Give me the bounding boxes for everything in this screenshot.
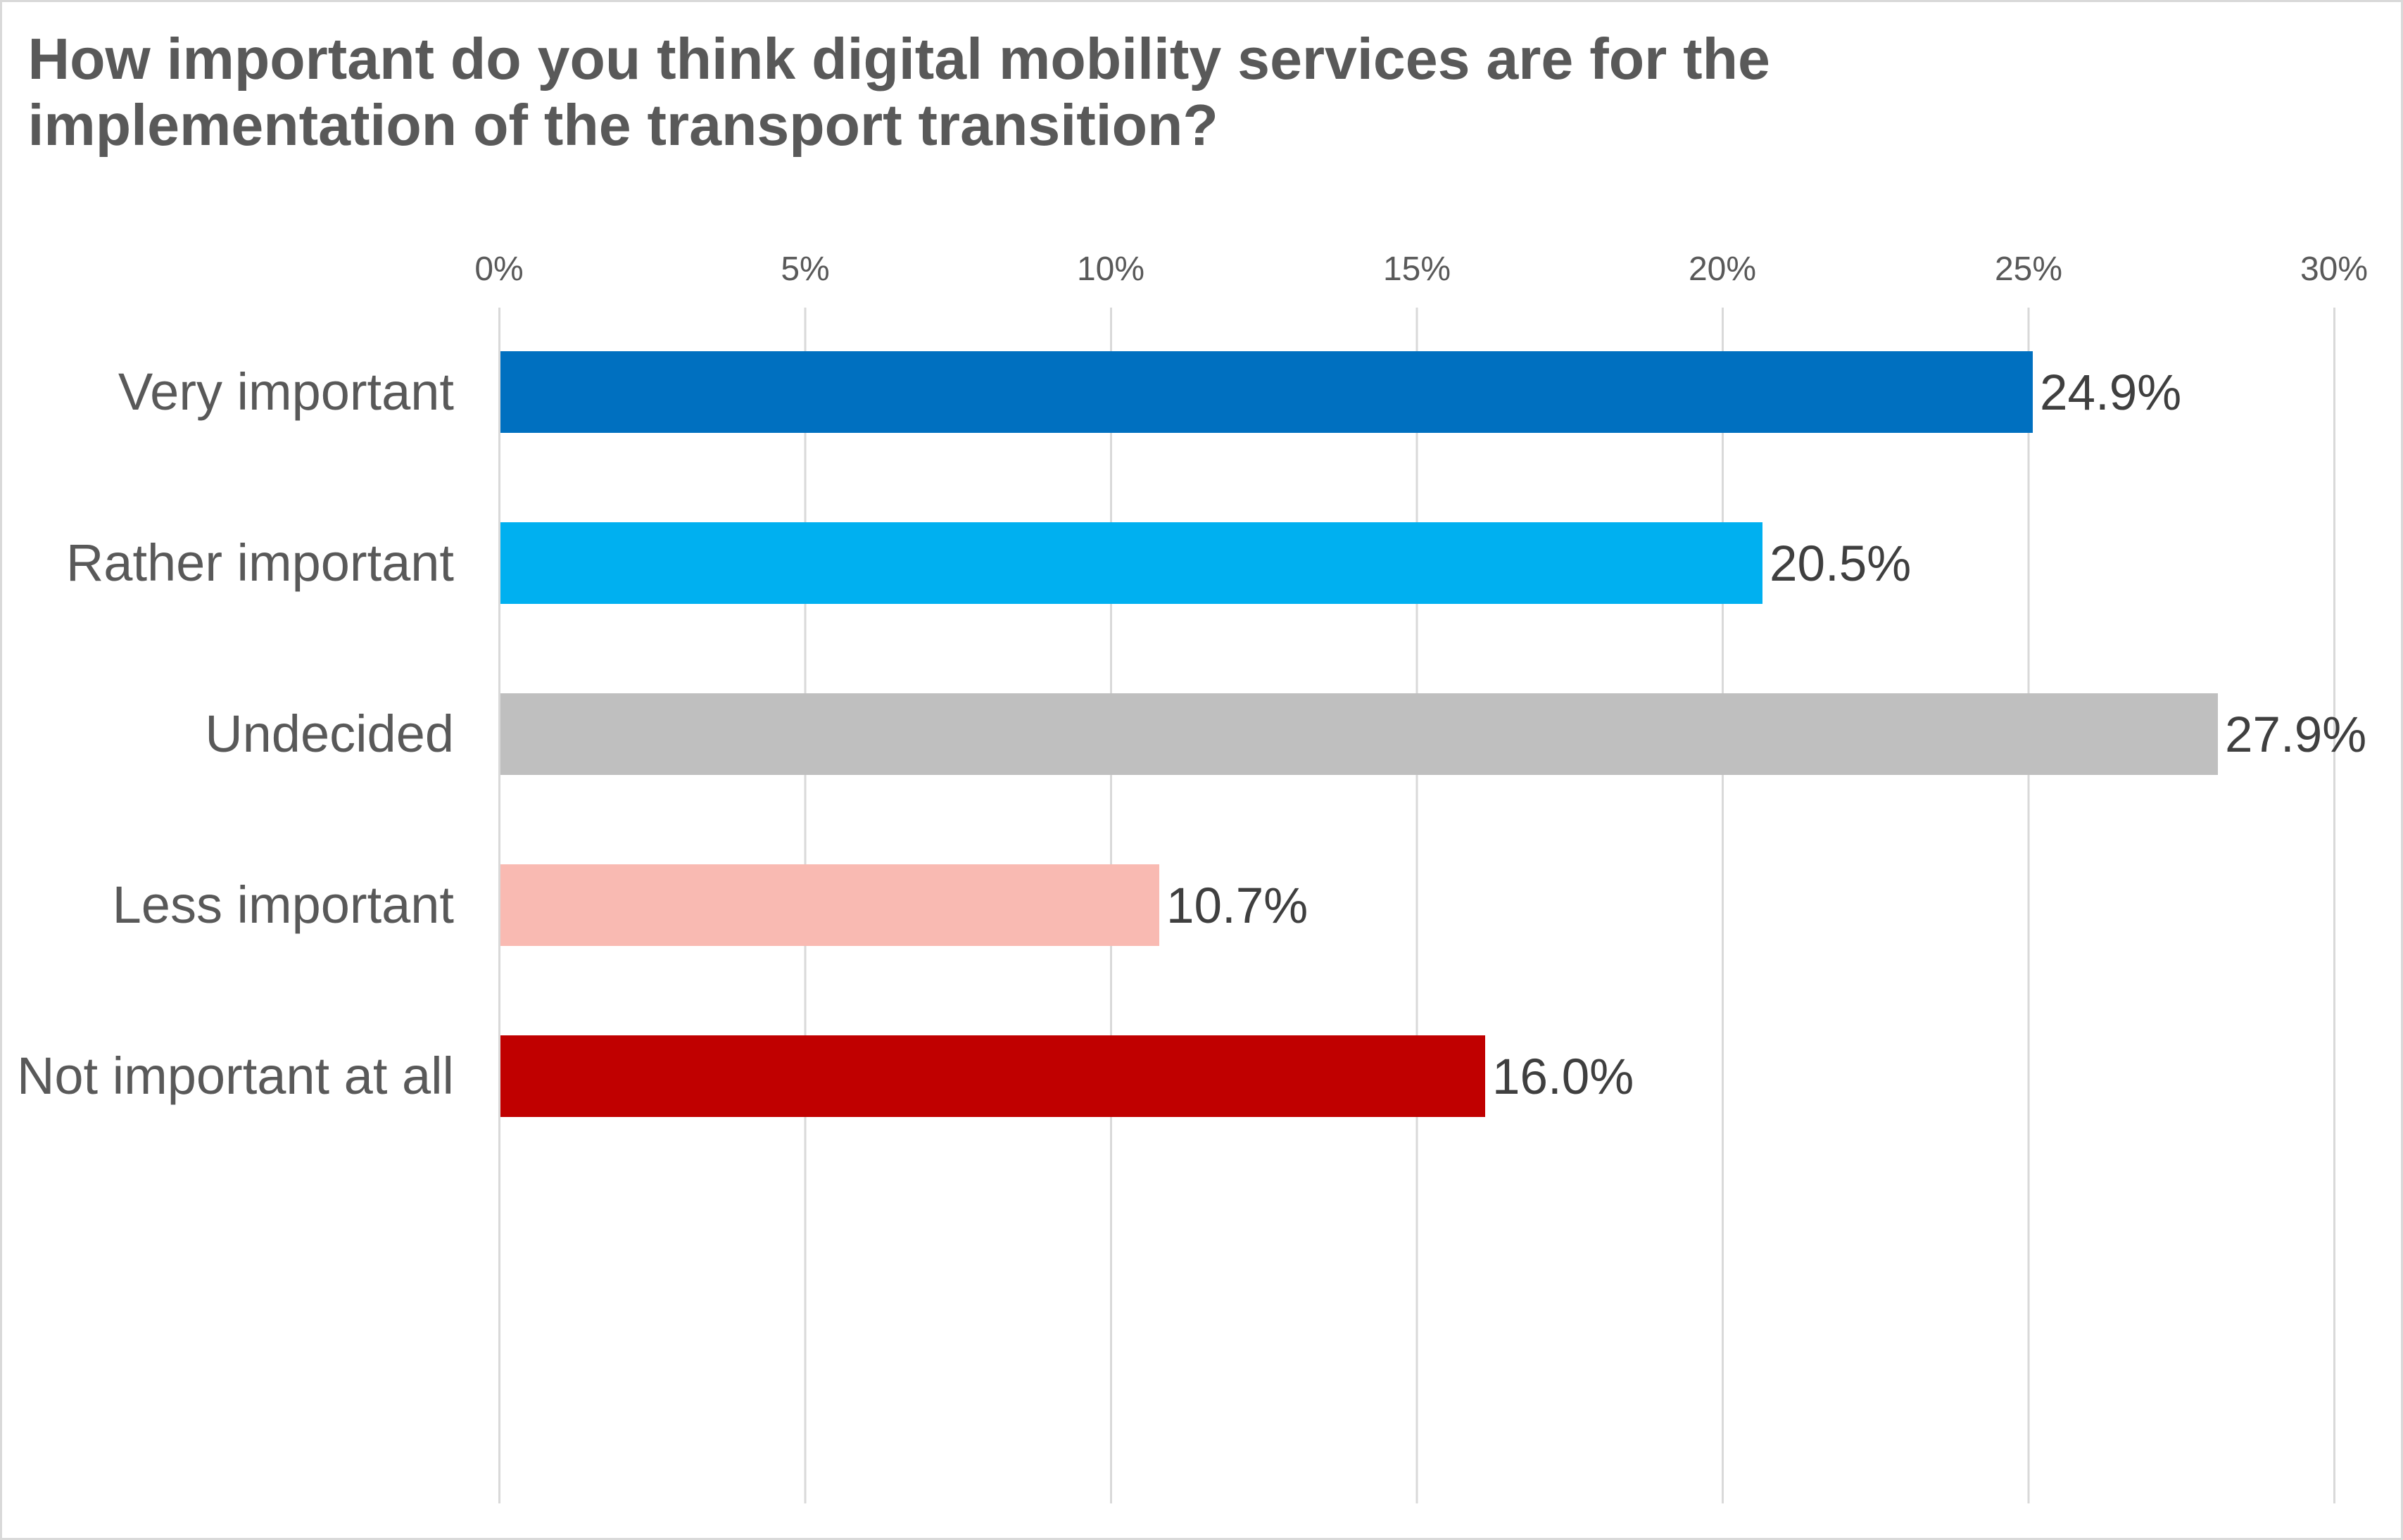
svg-text:Rather important: Rather important bbox=[66, 534, 455, 592]
svg-text:30%: 30% bbox=[2300, 251, 2368, 288]
svg-text:16.0%: 16.0% bbox=[1492, 1049, 1634, 1105]
svg-text:10.7%: 10.7% bbox=[1166, 878, 1308, 934]
svg-text:20.5%: 20.5% bbox=[1770, 536, 1911, 592]
svg-text:implementation of the transpor: implementation of the transport transiti… bbox=[28, 93, 1218, 158]
svg-text:5%: 5% bbox=[781, 251, 829, 288]
svg-text:Undecided: Undecided bbox=[205, 705, 454, 763]
svg-text:25%: 25% bbox=[1995, 251, 2062, 288]
svg-text:27.9%: 27.9% bbox=[2225, 707, 2366, 763]
svg-text:20%: 20% bbox=[1689, 251, 1756, 288]
svg-text:Very important: Very important bbox=[118, 362, 455, 421]
svg-text:15%: 15% bbox=[1383, 251, 1451, 288]
svg-text:Less important: Less important bbox=[113, 876, 455, 934]
svg-text:0%: 0% bbox=[474, 251, 523, 288]
svg-text:How important do you think dig: How important do you think digital mobil… bbox=[28, 27, 1770, 91]
svg-text:Not important at all: Not important at all bbox=[17, 1047, 454, 1105]
svg-text:24.9%: 24.9% bbox=[2040, 365, 2181, 421]
svg-text:10%: 10% bbox=[1077, 251, 1144, 288]
